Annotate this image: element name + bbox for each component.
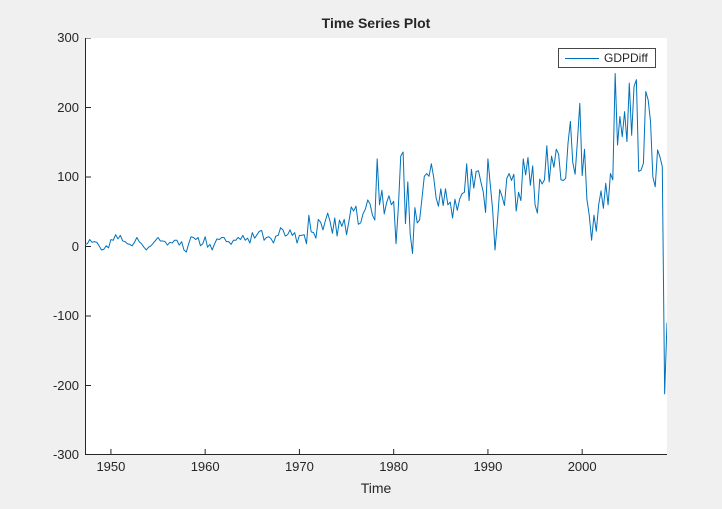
y-tick-label: 0 xyxy=(71,238,79,254)
time-series-chart xyxy=(85,38,667,455)
gdpdiff-line xyxy=(85,72,667,395)
x-tick-label: 1970 xyxy=(284,459,314,474)
x-tick-label: 1950 xyxy=(96,459,126,474)
y-tick-label: 200 xyxy=(57,99,79,115)
y-tick-label: -200 xyxy=(52,377,79,393)
y-tick-label: -100 xyxy=(52,308,79,323)
y-tick-label: -300 xyxy=(52,447,79,462)
x-tick-label: 1960 xyxy=(190,459,220,474)
legend: GDPDiff xyxy=(558,48,656,68)
x-tick-label: 2000 xyxy=(567,459,597,474)
legend-label: GDPDiff xyxy=(604,51,648,65)
x-axis-label: Time xyxy=(360,480,392,496)
y-tick-label: 100 xyxy=(57,169,79,184)
x-tick-label: 1980 xyxy=(379,459,409,474)
y-tick-label: 300 xyxy=(57,30,79,45)
x-tick-label: 1990 xyxy=(473,459,503,474)
plot-area xyxy=(85,38,667,455)
legend-line-sample xyxy=(565,57,599,59)
plot-title: Time Series Plot xyxy=(321,15,431,31)
